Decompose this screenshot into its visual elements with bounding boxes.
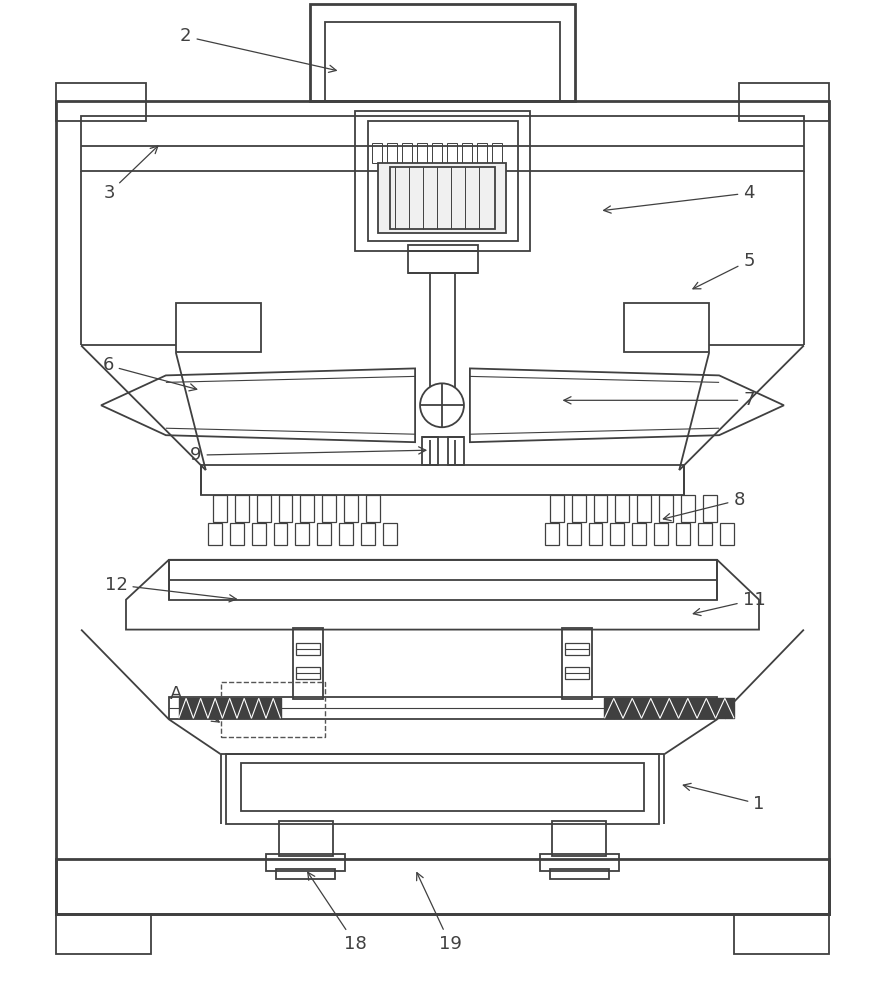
Bar (310, 4, 575, 101)
Bar (57, 101, 829, 914)
Bar (355, 111, 530, 251)
Bar (408, 245, 478, 273)
Bar (293, 628, 324, 699)
Text: 18: 18 (308, 872, 367, 953)
Bar (252, 523, 265, 545)
Bar (492, 143, 502, 163)
Bar (550, 495, 564, 522)
Bar (383, 523, 397, 545)
Bar (611, 523, 624, 545)
Bar (362, 523, 375, 545)
Bar (552, 821, 606, 856)
Bar (545, 523, 559, 545)
Bar (169, 697, 717, 719)
Bar (698, 523, 713, 545)
Bar (230, 523, 244, 545)
Bar (276, 869, 335, 879)
Bar (344, 495, 358, 522)
Bar (325, 22, 560, 101)
Bar (720, 523, 734, 545)
Bar (615, 495, 629, 522)
Bar (682, 495, 695, 522)
Bar (632, 523, 646, 545)
Bar (234, 495, 248, 522)
Bar (593, 495, 607, 522)
Bar (323, 495, 336, 522)
Bar (448, 437, 464, 465)
Bar (273, 523, 287, 545)
Bar (703, 495, 717, 522)
Bar (369, 121, 518, 241)
Bar (540, 854, 620, 871)
Text: 2: 2 (180, 27, 336, 72)
Bar (265, 854, 346, 871)
Bar (317, 523, 332, 545)
Bar (225, 754, 659, 824)
Bar (422, 437, 438, 465)
Bar (659, 495, 674, 522)
Bar (278, 495, 293, 522)
Text: 11: 11 (693, 591, 766, 616)
Bar (589, 523, 603, 545)
Bar (201, 465, 684, 495)
Bar (654, 523, 668, 545)
Bar (417, 143, 427, 163)
Bar (81, 116, 804, 171)
Bar (256, 495, 271, 522)
Bar (637, 495, 652, 522)
Bar (221, 682, 325, 737)
Bar (565, 643, 589, 655)
Bar (476, 143, 487, 163)
Bar (295, 523, 309, 545)
Bar (372, 143, 382, 163)
Bar (624, 303, 709, 352)
Bar (57, 859, 829, 914)
Text: 4: 4 (604, 184, 755, 213)
Bar (366, 495, 380, 522)
Bar (567, 523, 581, 545)
Bar (208, 523, 222, 545)
Text: 12: 12 (104, 576, 237, 602)
Bar (572, 495, 585, 522)
Bar (402, 143, 412, 163)
Bar (387, 143, 397, 163)
Text: 1: 1 (683, 783, 765, 813)
Bar (213, 495, 226, 522)
Bar (462, 143, 472, 163)
Bar (169, 560, 717, 600)
Text: 3: 3 (103, 146, 158, 202)
Bar (278, 821, 333, 856)
Bar (378, 163, 506, 233)
Text: A: A (170, 685, 219, 722)
Bar (565, 667, 589, 679)
Bar (550, 869, 609, 879)
Bar (296, 667, 320, 679)
Text: 5: 5 (693, 252, 755, 289)
Text: 7: 7 (564, 391, 755, 409)
Bar (390, 167, 495, 229)
Bar (739, 83, 829, 121)
Bar (734, 914, 829, 954)
Bar (57, 83, 146, 121)
Bar (176, 303, 261, 352)
Bar (561, 628, 591, 699)
Text: 6: 6 (103, 356, 197, 391)
Text: 8: 8 (663, 491, 744, 521)
Bar (296, 643, 320, 655)
Bar (432, 143, 442, 163)
Bar (676, 523, 690, 545)
Bar (240, 763, 644, 811)
Text: 9: 9 (190, 446, 426, 464)
Bar (57, 914, 151, 954)
Bar (339, 523, 354, 545)
Circle shape (420, 383, 464, 427)
Bar (447, 143, 457, 163)
Bar (301, 495, 315, 522)
Text: 19: 19 (416, 873, 461, 953)
